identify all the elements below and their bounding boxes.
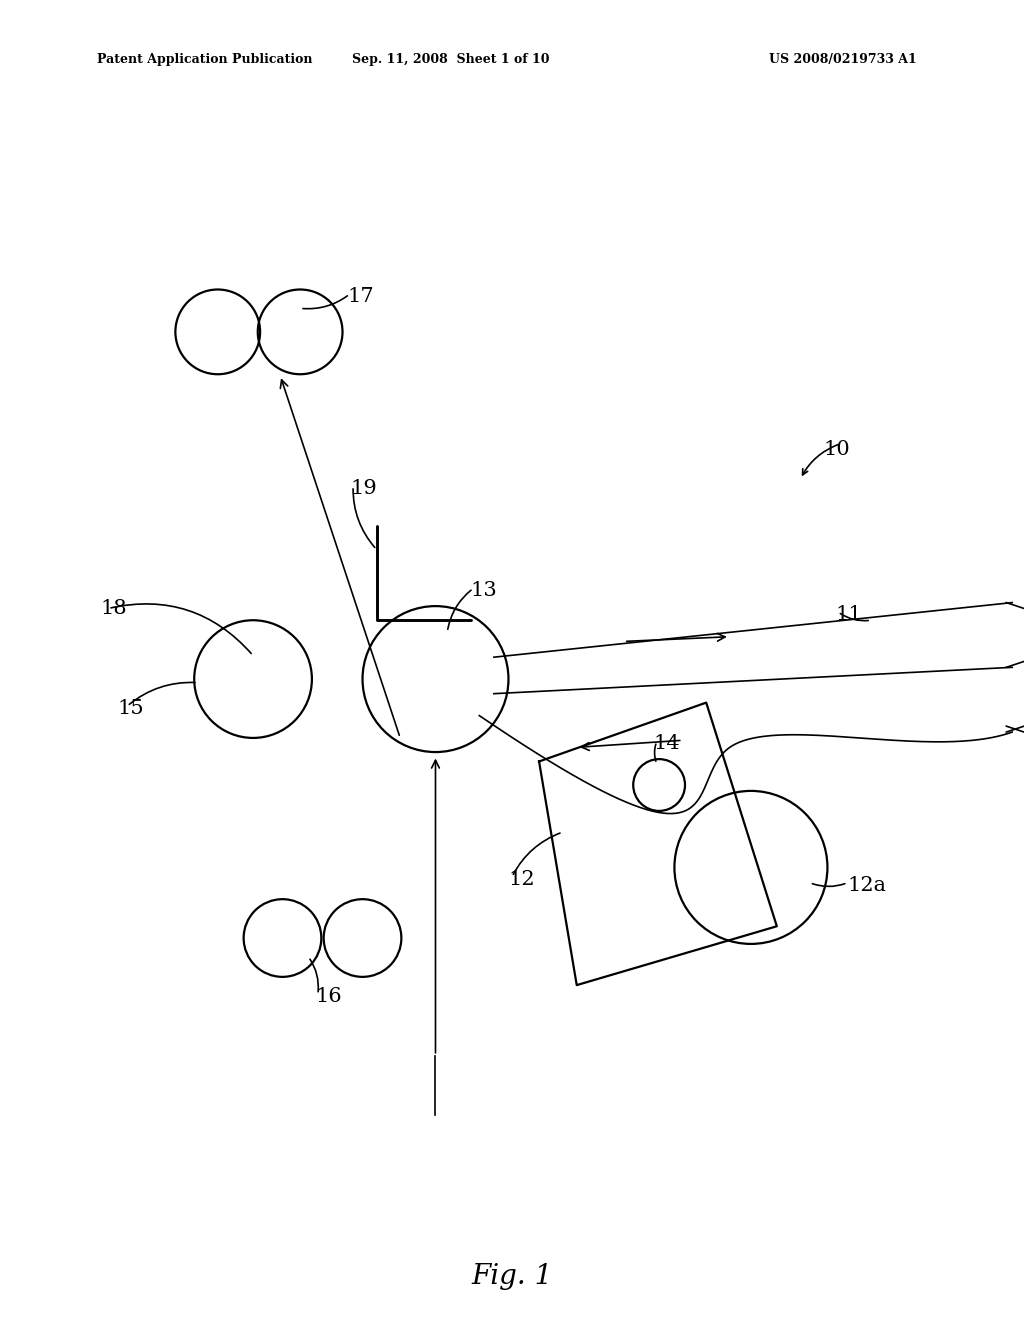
Text: 17: 17 <box>347 286 374 306</box>
Text: 15: 15 <box>118 700 144 718</box>
Text: 13: 13 <box>471 581 498 601</box>
Text: 12a: 12a <box>848 875 887 895</box>
Text: 12: 12 <box>509 870 536 888</box>
Text: 19: 19 <box>351 479 378 498</box>
Text: Patent Application Publication: Patent Application Publication <box>97 53 312 66</box>
Text: Fig. 1: Fig. 1 <box>471 1263 553 1291</box>
Text: Sep. 11, 2008  Sheet 1 of 10: Sep. 11, 2008 Sheet 1 of 10 <box>352 53 549 66</box>
Text: 18: 18 <box>100 599 127 618</box>
Text: 14: 14 <box>653 734 680 754</box>
Text: US 2008/0219733 A1: US 2008/0219733 A1 <box>769 53 916 66</box>
Text: 10: 10 <box>824 440 851 459</box>
Text: 16: 16 <box>315 987 342 1006</box>
Text: 11: 11 <box>836 605 862 624</box>
